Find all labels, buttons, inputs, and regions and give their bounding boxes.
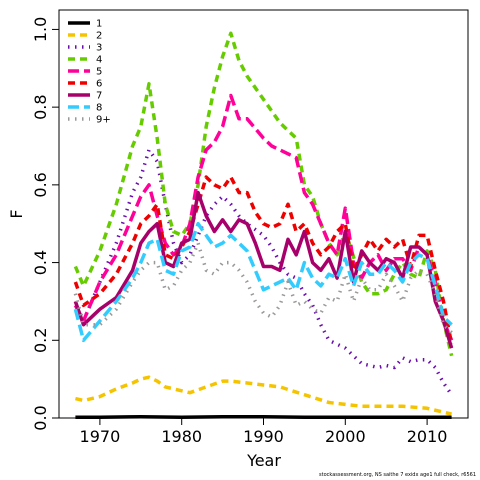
y-tick-label-0.8: 0.8: [31, 94, 50, 119]
series-line-4: [73, 31, 454, 357]
x-tick-label-2000: 2000: [325, 427, 366, 446]
series-line-9plus: [73, 241, 453, 334]
y-axis: 0.0 0.2 0.4 0.6 0.8 1.0: [31, 17, 59, 431]
series-line-7: [73, 190, 454, 349]
y-tick-label-1.0: 1.0: [31, 17, 50, 42]
series-layer: [73, 31, 454, 419]
series-line-8: [73, 221, 453, 343]
x-tick-label-1970: 1970: [80, 427, 121, 446]
series-line-5: [73, 93, 454, 341]
y-tick-label-0.0: 0.0: [31, 405, 50, 430]
legend-label-2: 2: [96, 31, 102, 42]
plot-frame: [58, 9, 469, 419]
x-axis-title: Year: [246, 451, 281, 470]
x-tick-label-1980: 1980: [161, 427, 202, 446]
legend-label-6: 6: [96, 79, 102, 90]
legend-label-5: 5: [96, 67, 102, 78]
x-tick-label-2010: 2010: [407, 427, 448, 446]
legend-label-8: 8: [96, 103, 102, 114]
series-line-6: [73, 175, 454, 345]
legend-label-3: 3: [96, 43, 102, 54]
footnote: stockassessment.org, NS saithe 7 exidx a…: [319, 472, 476, 478]
y-tick-label-0.4: 0.4: [31, 250, 50, 275]
series-line-3: [73, 148, 454, 396]
legend-label-7: 7: [96, 91, 102, 102]
legend-label-1: 1: [96, 19, 102, 30]
y-tick-label-0.6: 0.6: [31, 172, 50, 197]
x-axis: 1970 1980 1990 2000 2010: [80, 418, 448, 446]
x-tick-label-1990: 1990: [243, 427, 284, 446]
y-axis-title: F: [7, 209, 26, 218]
series-line-2: [75, 375, 452, 416]
legend-label-9plus: 9+: [96, 115, 111, 126]
y-tick-label-0.2: 0.2: [31, 328, 50, 353]
legend-label-4: 4: [96, 55, 102, 66]
